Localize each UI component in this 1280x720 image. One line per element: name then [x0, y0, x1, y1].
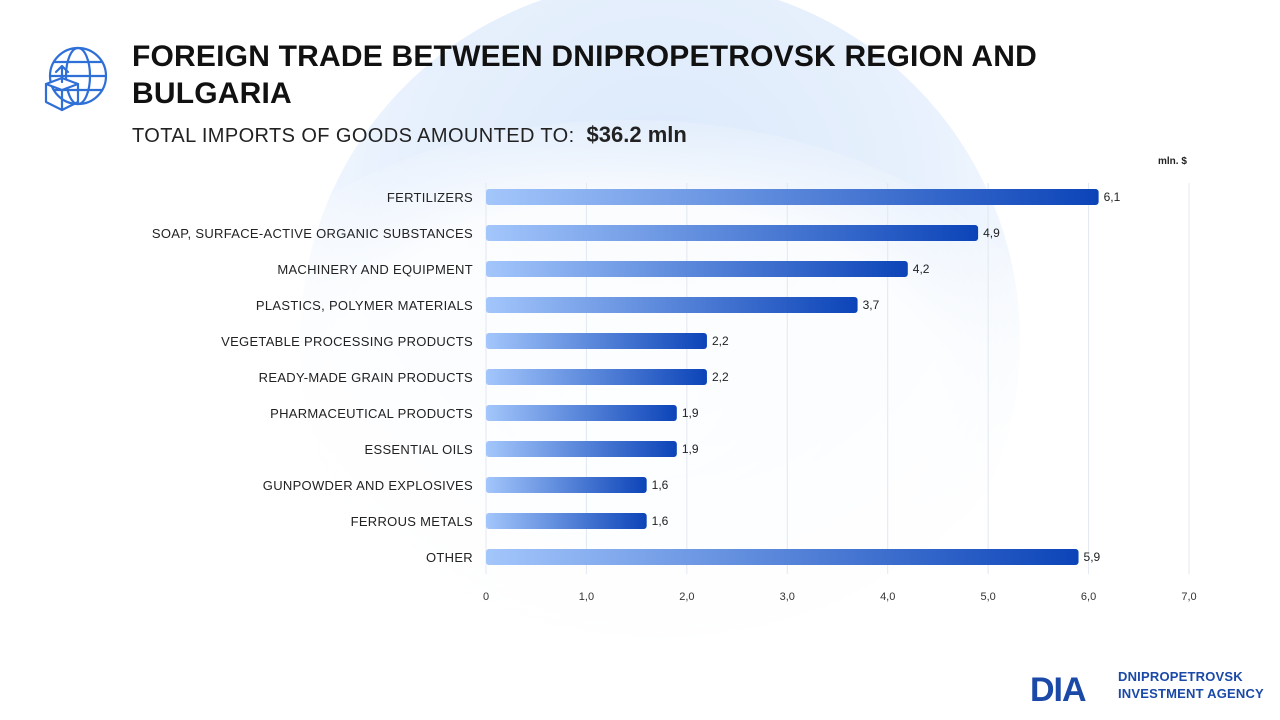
x-axis-ticks: 0 1,0 2,0 3,0 4,0 5,0 6,0 7,0 — [483, 591, 1197, 603]
bar — [486, 405, 677, 421]
category-label: PHARMACEUTICAL PRODUCTS — [270, 406, 473, 421]
bar-value-label: 1,9 — [682, 442, 699, 456]
bar — [486, 369, 707, 385]
x-tick-label: 1,0 — [579, 591, 594, 603]
category-label: MACHINERY AND EQUIPMENT — [277, 262, 473, 277]
bar — [486, 189, 1099, 205]
logo-name: DNIPROPETROVSK INVESTMENT AGENCY — [1118, 668, 1264, 702]
bar-value-label: 1,6 — [652, 478, 669, 492]
bar — [486, 261, 908, 277]
bars: 6,1 4,9 4,2 3,7 2,2 2,2 1,9 1,9 1,6 1,6 5,9 — [486, 189, 1121, 565]
dia-logo: DIA DNIPROPETROVSK INVESTMENT AGENCY — [1030, 668, 1264, 712]
bar — [486, 297, 858, 313]
bar-value-label: 2,2 — [712, 334, 729, 348]
bar-value-label: 6,1 — [1104, 190, 1121, 204]
bar-value-label: 1,9 — [682, 406, 699, 420]
bar-value-label: 5,9 — [1084, 550, 1101, 564]
bar — [486, 477, 647, 493]
total-imports-line: TOTAL IMPORTS OF GOODS AMOUNTED TO: $36.… — [132, 122, 687, 148]
logo-mark: DIA — [1030, 671, 1087, 709]
x-tick-label: 2,0 — [679, 591, 694, 603]
total-imports-value: $36.2 mln — [586, 122, 687, 147]
bar — [486, 333, 707, 349]
bar — [486, 549, 1079, 565]
logo-line-1: DNIPROPETROVSK — [1118, 669, 1243, 684]
bar-value-label: 1,6 — [652, 514, 669, 528]
total-imports-label: TOTAL IMPORTS OF GOODS AMOUNTED TO: — [132, 125, 575, 147]
x-tick-label: 0 — [483, 591, 489, 603]
category-label: GUNPOWDER AND EXPLOSIVES — [263, 478, 473, 493]
x-tick-label: 4,0 — [880, 591, 895, 603]
globe-with-box-icon — [44, 46, 108, 112]
bar-value-label: 2,2 — [712, 370, 729, 384]
category-label: FERTILIZERS — [387, 190, 473, 205]
category-label: ESSENTIAL OILS — [365, 442, 474, 457]
bar-value-label: 4,9 — [983, 226, 1000, 240]
bar-value-label: 3,7 — [863, 298, 880, 312]
category-labels: FERTILIZERS SOAP, SURFACE-ACTIVE ORGANIC … — [152, 190, 473, 565]
x-tick-label: 5,0 — [980, 591, 995, 603]
x-tick-label: 7,0 — [1181, 591, 1196, 603]
unit-label: mln. $ — [1158, 156, 1187, 167]
category-label: FERROUS METALS — [351, 514, 473, 529]
category-label: READY-MADE GRAIN PRODUCTS — [259, 370, 473, 385]
category-label: PLASTICS, POLYMER MATERIALS — [256, 298, 473, 313]
bar-value-label: 4,2 — [913, 262, 930, 276]
page-title: FOREIGN TRADE BETWEEN DNIPROPETROVSK REG… — [132, 40, 1038, 110]
category-label: SOAP, SURFACE-ACTIVE ORGANIC SUBSTANCES — [152, 226, 473, 241]
category-label: VEGETABLE PROCESSING PRODUCTS — [221, 334, 473, 349]
x-tick-label: 3,0 — [780, 591, 795, 603]
x-tick-label: 6,0 — [1081, 591, 1096, 603]
background-glow — [190, 120, 1070, 680]
bar — [486, 441, 677, 457]
grid-lines — [485, 183, 1190, 574]
bar — [486, 513, 647, 529]
category-label: OTHER — [426, 550, 473, 565]
logo-line-2: INVESTMENT AGENCY — [1118, 686, 1264, 701]
bar — [486, 225, 979, 241]
